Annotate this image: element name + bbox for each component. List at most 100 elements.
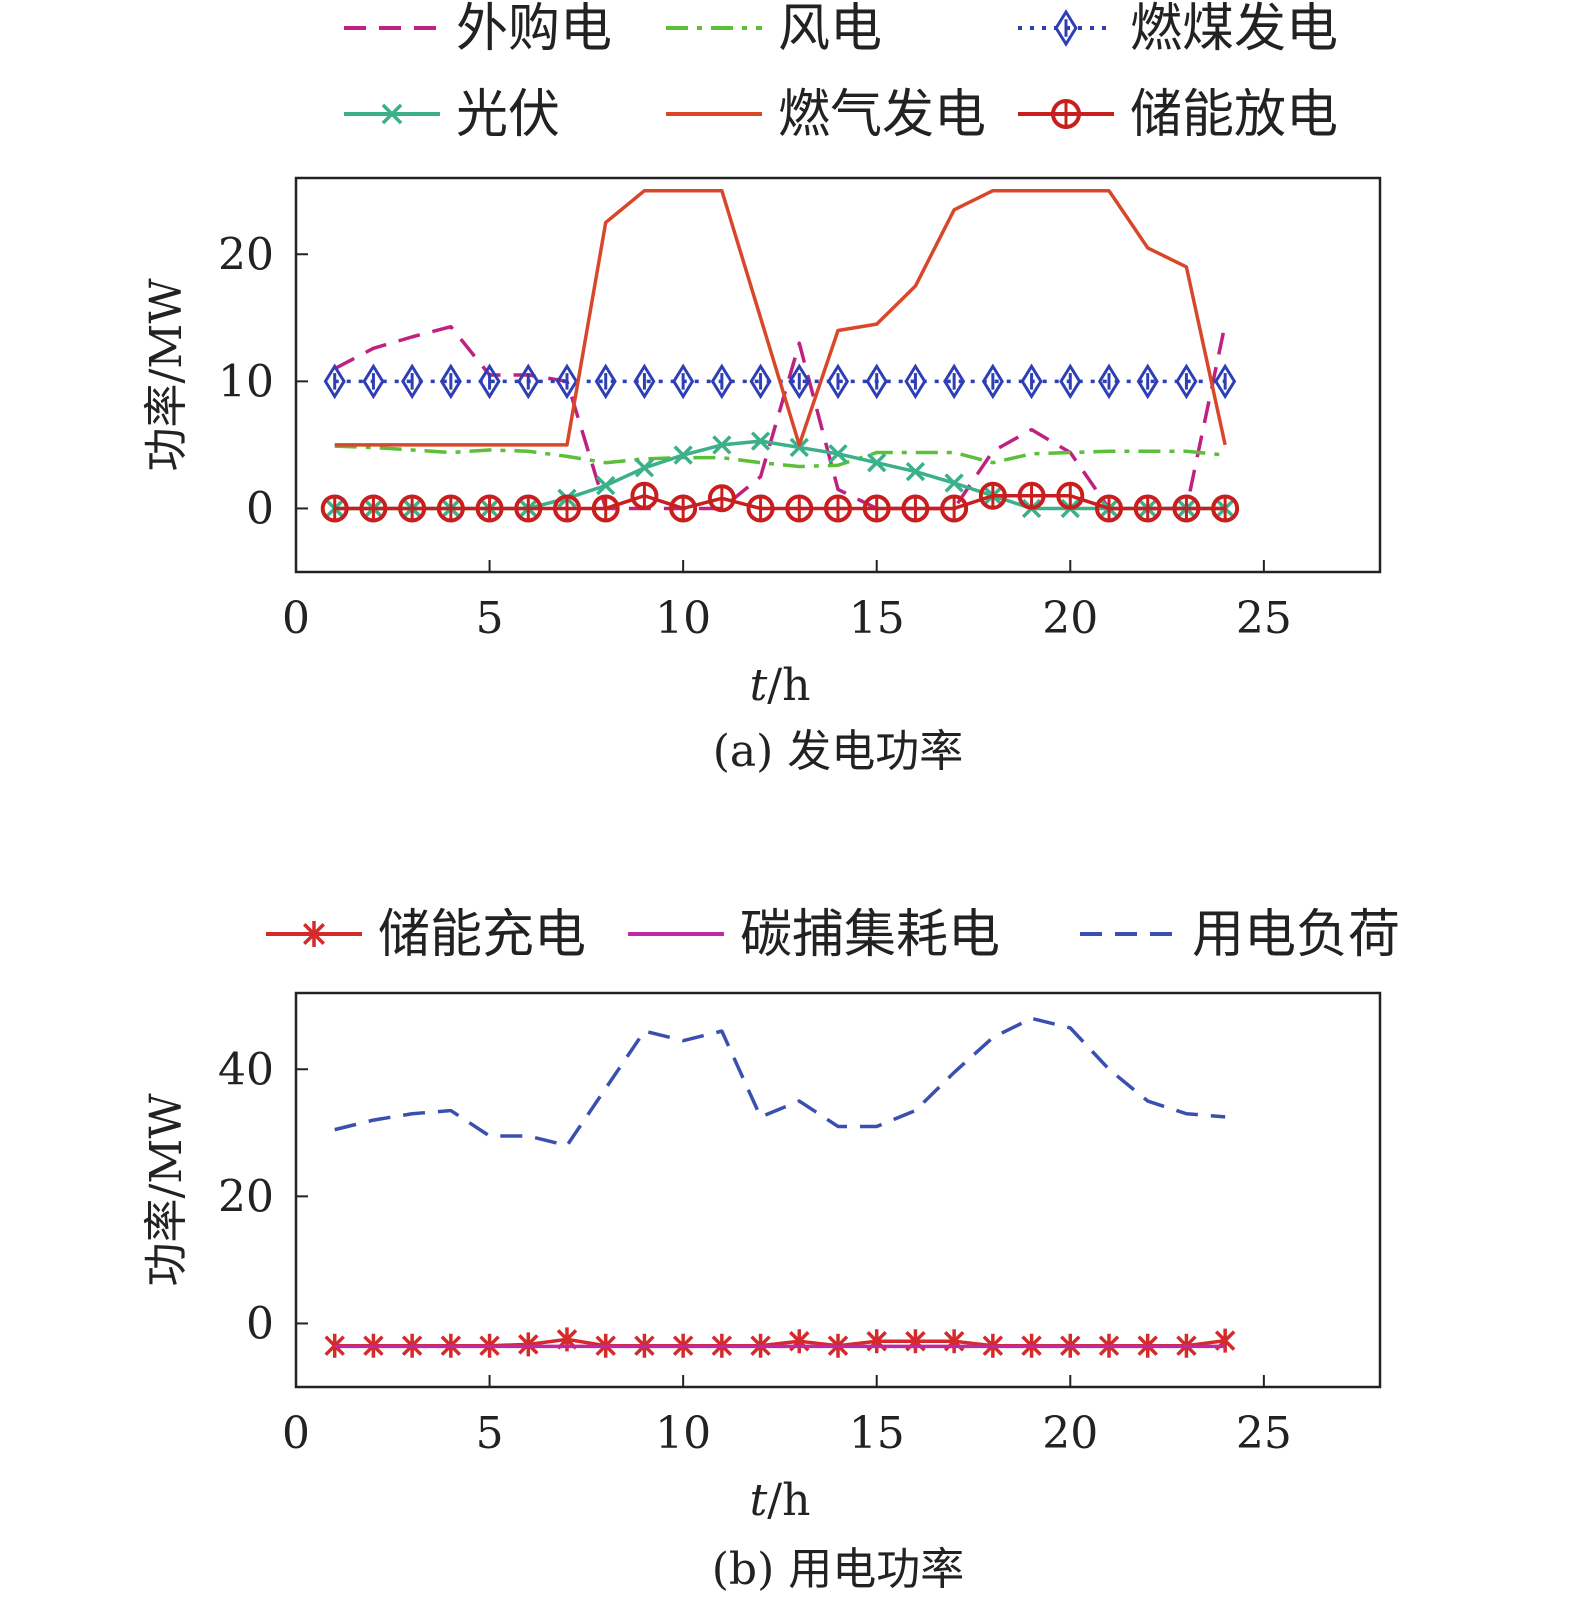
series-风电 xyxy=(334,444,1226,469)
legend-marker xyxy=(1054,9,1078,47)
data-point xyxy=(324,1333,345,1358)
data-point xyxy=(750,431,771,451)
legend-item: 燃煤发电 xyxy=(1018,0,1338,59)
x-tick-label: 20 xyxy=(1042,593,1098,644)
y-axis-label: 功率/MW xyxy=(141,1093,192,1287)
series-燃气发电 xyxy=(334,188,1227,447)
y-tick-label: 0 xyxy=(246,1298,274,1349)
data-point xyxy=(518,1332,539,1357)
data-point xyxy=(826,363,850,400)
data-point xyxy=(944,473,964,493)
data-point xyxy=(673,445,693,465)
legend-label: 用电负荷 xyxy=(1192,905,1400,965)
x-tick-label: 15 xyxy=(849,593,905,644)
data-point xyxy=(1059,363,1082,400)
legend-item: 用电负荷 xyxy=(1080,905,1400,965)
data-point xyxy=(828,444,848,464)
legend-item: 储能充电 xyxy=(266,905,586,965)
data-point xyxy=(323,363,346,400)
series-储能放电 xyxy=(320,481,1240,523)
x-tick-label: 20 xyxy=(1042,1408,1098,1459)
legend-item: 碳捕集耗电 xyxy=(628,905,1000,965)
x-tick-label: 10 xyxy=(655,1408,711,1459)
legend-item: 风电 xyxy=(666,0,882,59)
data-point xyxy=(517,363,540,400)
series-line xyxy=(334,444,1226,469)
data-point xyxy=(672,363,695,400)
legend-label: 碳捕集耗电 xyxy=(740,905,1000,965)
legend-label: 燃气发电 xyxy=(778,85,986,145)
data-point xyxy=(634,458,655,478)
legend-marker xyxy=(303,921,325,947)
x-axis-label-var: t xyxy=(750,660,768,711)
legend-item: 燃气发电 xyxy=(666,85,986,145)
series-line xyxy=(334,493,1226,511)
y-tick-label: 20 xyxy=(218,1171,274,1222)
data-point xyxy=(1136,363,1159,400)
data-point xyxy=(401,363,424,400)
y-axis-label: 功率/MW xyxy=(141,278,192,472)
y-tick-label: 20 xyxy=(218,229,274,280)
data-point xyxy=(904,363,927,400)
legend-label: 储能放电 xyxy=(1130,85,1338,145)
legend-item: 外购电 xyxy=(344,0,612,59)
series-line xyxy=(334,439,1226,511)
y-tick-label: 0 xyxy=(246,483,274,534)
data-point xyxy=(943,363,966,400)
plot-frame xyxy=(294,991,1382,1389)
data-point xyxy=(981,363,1004,400)
series-用电负荷 xyxy=(334,1016,1226,1148)
panel-caption: (b) 用电功率 xyxy=(712,1544,964,1595)
panel-caption: (a) 发电功率 xyxy=(713,726,964,777)
data-point xyxy=(789,437,809,458)
data-point xyxy=(362,363,385,400)
legend-item: 储能放电 xyxy=(1018,85,1338,145)
x-axis-label: t/h xyxy=(750,1475,811,1526)
data-point xyxy=(865,363,888,400)
legend-marker xyxy=(381,103,403,125)
data-point xyxy=(712,435,732,455)
legend-label: 外购电 xyxy=(456,0,612,59)
x-tick-label: 25 xyxy=(1236,1408,1292,1459)
data-point xyxy=(1214,363,1237,400)
y-tick-label: 40 xyxy=(218,1044,274,1095)
data-point xyxy=(905,461,926,482)
x-tick-label: 0 xyxy=(282,593,310,644)
data-point xyxy=(439,363,462,400)
x-axis-label-unit: /h xyxy=(767,660,810,711)
legend-label: 储能充电 xyxy=(378,905,586,965)
x-tick-label: 15 xyxy=(849,1408,905,1459)
data-point xyxy=(749,363,772,400)
legend-item: 光伏 xyxy=(344,85,560,145)
series-外购电 xyxy=(333,323,1227,511)
x-axis-label-var: t xyxy=(750,1475,768,1526)
legend-label: 燃煤发电 xyxy=(1130,0,1338,59)
data-point xyxy=(478,363,501,400)
x-tick-label: 5 xyxy=(476,1408,504,1459)
data-point xyxy=(596,475,616,496)
x-axis-label: t/h xyxy=(750,660,811,711)
series-储能充电 xyxy=(324,1327,1236,1358)
data-point xyxy=(1097,363,1121,400)
series-line xyxy=(333,323,1227,511)
x-tick-label: 0 xyxy=(282,1408,310,1459)
data-point xyxy=(555,363,579,400)
data-point xyxy=(867,453,887,473)
legend-label: 风电 xyxy=(778,0,882,59)
panel-b: 0 5 10 15 20 25 0 20 40 功率/MW t/h (b) 用电功率 储能充电 碳捕集耗电… xyxy=(141,905,1400,1595)
series-line xyxy=(334,188,1227,447)
data-point xyxy=(1175,363,1198,400)
data-point xyxy=(594,363,617,400)
data-point xyxy=(633,363,656,400)
series-line xyxy=(334,1016,1226,1148)
data-point xyxy=(710,363,733,400)
x-axis-label-unit: /h xyxy=(767,1475,810,1526)
panel-a: 0 5 10 15 20 25 0 10 20 功率/MW t/h (a) 发电功率 外购电 风电 燃煤发电… xyxy=(141,0,1382,777)
data-point xyxy=(1020,363,1043,400)
y-tick-label: 10 xyxy=(218,356,274,407)
x-tick-label: 10 xyxy=(655,593,711,644)
legend-label: 光伏 xyxy=(456,85,560,145)
x-tick-label: 25 xyxy=(1236,593,1292,644)
x-tick-label: 5 xyxy=(476,593,504,644)
